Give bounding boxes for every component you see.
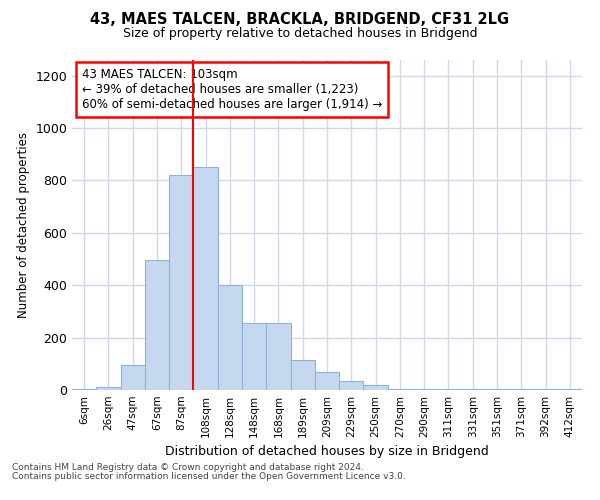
Text: Size of property relative to detached houses in Bridgend: Size of property relative to detached ho… bbox=[123, 28, 477, 40]
Bar bbox=[339, 381, 364, 390]
Bar bbox=[364, 385, 388, 390]
Bar bbox=[461, 389, 485, 390]
Bar bbox=[145, 260, 169, 390]
Y-axis label: Number of detached properties: Number of detached properties bbox=[17, 132, 30, 318]
Bar bbox=[509, 389, 533, 390]
X-axis label: Distribution of detached houses by size in Bridgend: Distribution of detached houses by size … bbox=[165, 446, 489, 458]
Bar bbox=[266, 323, 290, 390]
Bar bbox=[218, 285, 242, 390]
Text: Contains HM Land Registry data © Crown copyright and database right 2024.: Contains HM Land Registry data © Crown c… bbox=[12, 464, 364, 472]
Bar bbox=[412, 388, 436, 390]
Text: Contains public sector information licensed under the Open Government Licence v3: Contains public sector information licen… bbox=[12, 472, 406, 481]
Bar bbox=[169, 175, 193, 390]
Bar bbox=[242, 323, 266, 390]
Bar bbox=[121, 365, 145, 390]
Bar bbox=[193, 168, 218, 390]
Bar bbox=[533, 389, 558, 390]
Bar bbox=[388, 388, 412, 390]
Text: 43, MAES TALCEN, BRACKLA, BRIDGEND, CF31 2LG: 43, MAES TALCEN, BRACKLA, BRIDGEND, CF31… bbox=[91, 12, 509, 28]
Bar bbox=[96, 388, 121, 390]
Text: 43 MAES TALCEN: 103sqm
← 39% of detached houses are smaller (1,223)
60% of semi-: 43 MAES TALCEN: 103sqm ← 39% of detached… bbox=[82, 68, 383, 112]
Bar bbox=[436, 388, 461, 390]
Bar bbox=[72, 388, 96, 390]
Bar bbox=[290, 360, 315, 390]
Bar bbox=[485, 389, 509, 390]
Bar bbox=[558, 389, 582, 390]
Bar bbox=[315, 372, 339, 390]
